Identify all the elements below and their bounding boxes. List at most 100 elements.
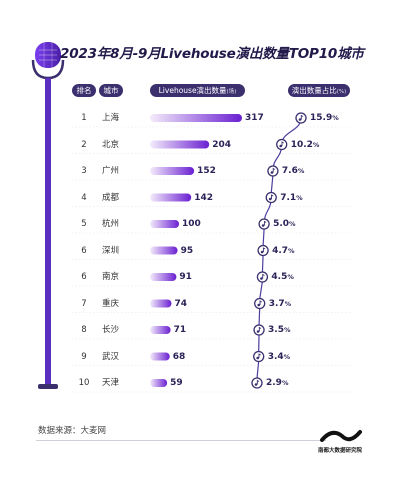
city-label: 南京 bbox=[102, 272, 120, 282]
share-value: 7.1 bbox=[280, 192, 297, 203]
music-note-icon bbox=[253, 350, 265, 363]
header-count-label: Livehouse演出数量 bbox=[158, 86, 227, 95]
music-note-icon bbox=[265, 191, 277, 204]
bar bbox=[150, 193, 192, 202]
share-label: 15.9% bbox=[310, 112, 339, 124]
bar bbox=[150, 379, 168, 387]
city-label: 北京 bbox=[102, 139, 120, 150]
bar-value-label: 68 bbox=[172, 351, 186, 362]
bar bbox=[150, 114, 242, 122]
data-source: 数据来源：大麦网 bbox=[38, 426, 107, 436]
bar-value-label: 71 bbox=[173, 325, 187, 335]
share-label: 7.1% bbox=[280, 192, 302, 204]
music-note-icon bbox=[276, 138, 288, 151]
city-label: 广州 bbox=[102, 166, 120, 176]
footer-divider bbox=[36, 440, 326, 441]
music-note-icon bbox=[267, 165, 279, 177]
header-city: 城市 bbox=[99, 84, 123, 97]
music-note-icon bbox=[254, 297, 266, 310]
music-note-icon bbox=[257, 244, 269, 257]
header-count-unit: (场) bbox=[226, 89, 237, 95]
logo-text: 南都大数据研究院 bbox=[318, 448, 363, 454]
share-label: 7.6% bbox=[282, 165, 304, 177]
share-unit: % bbox=[287, 273, 294, 281]
share-unit: % bbox=[312, 140, 320, 149]
share-value: 4.5 bbox=[271, 272, 288, 282]
rank-label: 9 bbox=[81, 351, 87, 362]
bar bbox=[150, 246, 178, 255]
bar bbox=[150, 140, 210, 149]
share-label: 4.7% bbox=[272, 245, 294, 257]
share-value: 15.9 bbox=[310, 113, 333, 123]
share-unit: % bbox=[289, 220, 296, 228]
share-value: 3.7 bbox=[268, 298, 285, 309]
share-label: 3.7% bbox=[269, 298, 291, 310]
share-label: 4.5% bbox=[271, 271, 293, 283]
share-unit: % bbox=[332, 114, 339, 122]
city-label: 上海 bbox=[102, 113, 120, 123]
bar bbox=[150, 352, 170, 361]
rank-label: 3 bbox=[81, 166, 87, 176]
rank-label: 10 bbox=[78, 378, 90, 388]
bar bbox=[150, 299, 172, 308]
share-unit: % bbox=[288, 246, 295, 255]
music-note-icon bbox=[295, 112, 307, 124]
rank-label: 1 bbox=[81, 113, 87, 123]
share-value: 3.5 bbox=[268, 325, 284, 335]
rank-label: 5 bbox=[81, 219, 87, 229]
header-count: Livehouse演出数量(场) bbox=[150, 84, 245, 97]
bar-value-label: 91 bbox=[179, 272, 192, 282]
city-label: 长沙 bbox=[102, 325, 120, 335]
share-value: 4.7 bbox=[272, 245, 289, 256]
music-note-icon bbox=[256, 271, 269, 283]
share-value: 10.2 bbox=[290, 139, 313, 150]
share-unit: % bbox=[283, 352, 291, 361]
share-value: 2.9 bbox=[266, 378, 282, 388]
rank-label: 6 bbox=[81, 272, 87, 282]
header-share-unit: (%) bbox=[336, 89, 347, 95]
music-note-icon bbox=[251, 377, 263, 389]
city-label: 重庆 bbox=[102, 298, 120, 309]
bar bbox=[150, 220, 180, 228]
share-unit: % bbox=[283, 326, 291, 334]
share-value: 7.6 bbox=[281, 166, 298, 176]
rank-label: 2 bbox=[81, 139, 87, 150]
share-label: 2.9% bbox=[266, 377, 288, 389]
rank-label: 4 bbox=[81, 192, 87, 203]
share-unit: % bbox=[296, 193, 303, 202]
share-unit: % bbox=[297, 167, 305, 175]
share-unit: % bbox=[281, 379, 289, 387]
city-label: 杭州 bbox=[102, 219, 120, 229]
bar-value-label: 95 bbox=[180, 245, 194, 256]
bar bbox=[150, 273, 177, 281]
page-title: 2023年8月-9月Livehouse演出数量TOP10城市 bbox=[60, 46, 364, 62]
rank-label: 6 bbox=[81, 245, 87, 256]
music-note-icon bbox=[258, 218, 270, 230]
share-value: 5.0 bbox=[273, 219, 290, 229]
city-label: 武汉 bbox=[102, 351, 120, 362]
bar-value-label: 317 bbox=[245, 113, 264, 123]
rank-label: 8 bbox=[81, 325, 87, 335]
share-value: 3.4 bbox=[267, 351, 284, 362]
city-label: 天津 bbox=[102, 378, 120, 388]
bar-value-label: 100 bbox=[182, 219, 201, 229]
rank-label: 7 bbox=[81, 298, 87, 309]
bar bbox=[150, 326, 171, 334]
bar-value-label: 152 bbox=[197, 166, 216, 176]
header-rank: 排名 bbox=[72, 84, 96, 97]
bar-value-label: 204 bbox=[212, 139, 231, 150]
share-label: 3.4% bbox=[268, 351, 290, 363]
share-label: 5.0% bbox=[273, 218, 295, 230]
microphone-icon bbox=[31, 42, 65, 389]
city-label: 深圳 bbox=[102, 245, 120, 256]
music-note-icon bbox=[253, 324, 265, 336]
share-label: 3.5% bbox=[268, 324, 290, 336]
bar bbox=[150, 167, 195, 175]
city-label: 成都 bbox=[102, 192, 120, 203]
share-label: 10.2% bbox=[291, 139, 320, 151]
header-share-label: 演出数量占比 bbox=[291, 86, 337, 95]
share-unit: % bbox=[284, 299, 292, 308]
bar-value-label: 142 bbox=[194, 192, 213, 203]
